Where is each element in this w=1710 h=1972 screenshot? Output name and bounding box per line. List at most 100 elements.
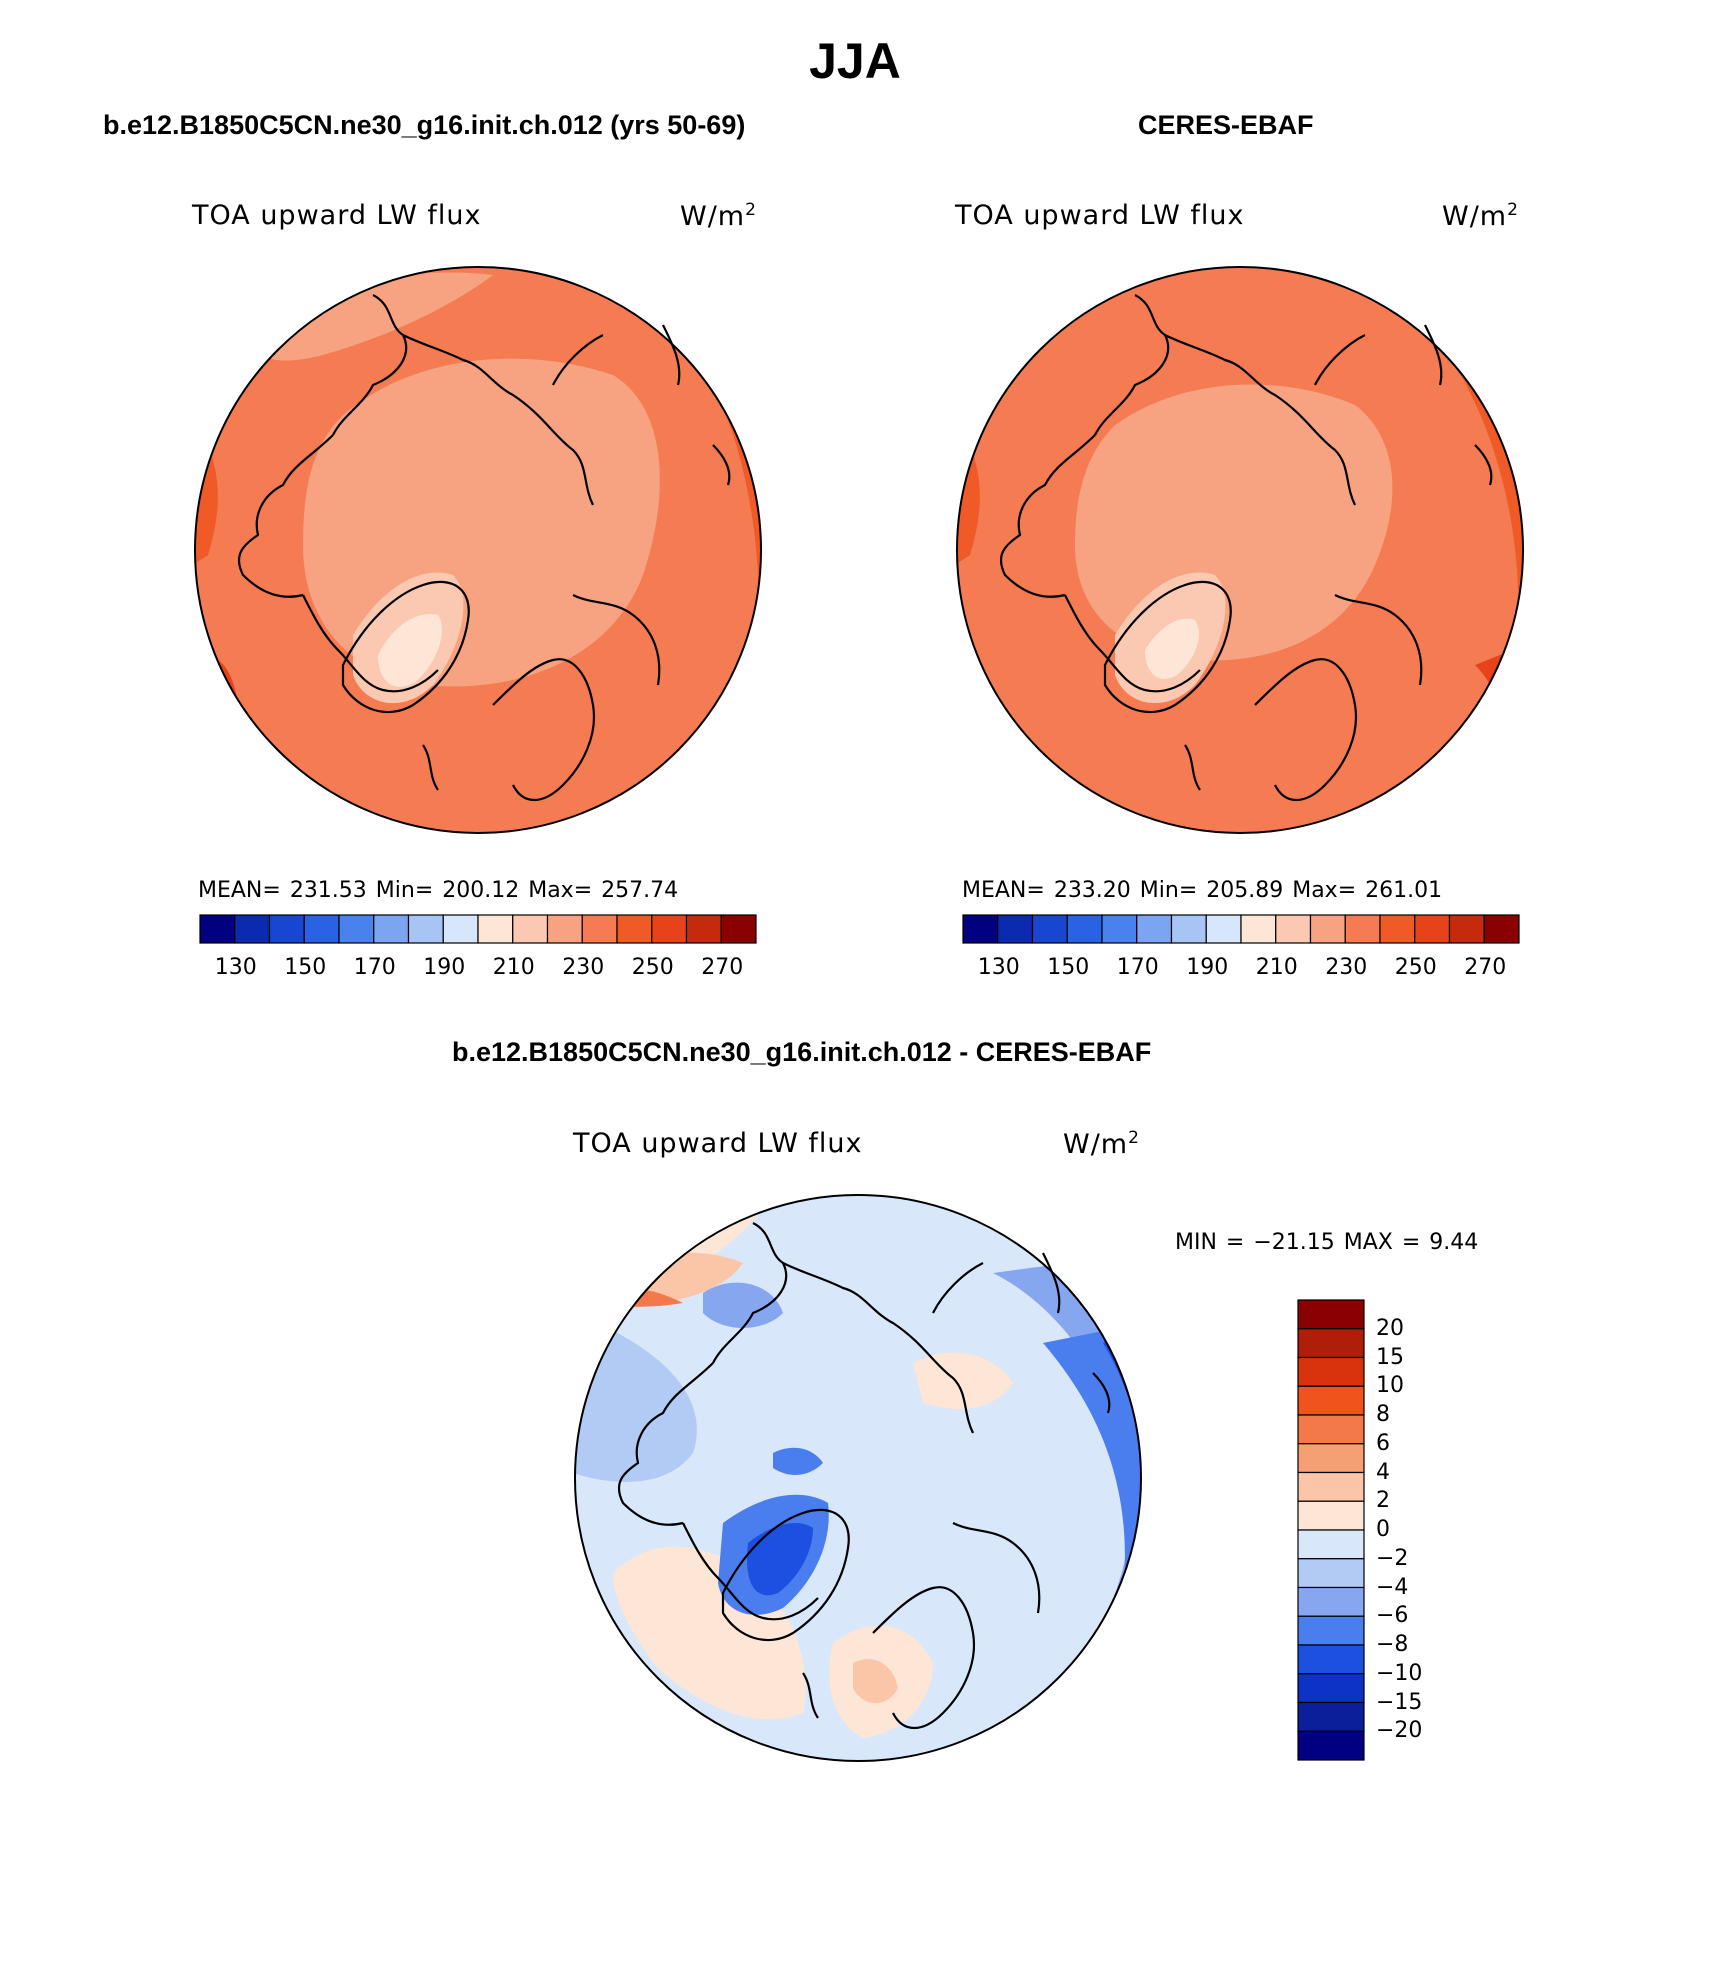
colorbar-swatch [546, 914, 583, 944]
colorbar-tick-label: 230 [1325, 955, 1368, 980]
colorbar-swatch [407, 914, 444, 944]
map-field-darker [1475, 645, 1523, 785]
colorbar-swatch [1379, 914, 1416, 944]
colorbar-swatch [268, 914, 305, 944]
colorbar-tick-label: 130 [977, 955, 1020, 980]
colorbar-swatch [651, 914, 688, 944]
obs-variable-label: TOA upward LW flux [955, 200, 1245, 231]
colorbar-tick-label: 170 [353, 955, 396, 980]
colorbar-swatch [512, 914, 549, 944]
colorbar-swatch [338, 914, 375, 944]
colorbar-tick-label: −8 [1376, 1632, 1409, 1657]
colorbar-swatch [1297, 1500, 1365, 1531]
colorbar-tick-label: −15 [1376, 1689, 1423, 1715]
map-boundary [194, 266, 762, 834]
colorbar-swatch [1297, 1299, 1365, 1330]
colorbar-swatch [1297, 1471, 1365, 1502]
diff-polar-map [574, 1194, 1142, 1762]
map-field-neg4 [747, 1523, 813, 1596]
colorbar-swatch [1483, 914, 1520, 944]
map-field-neg2 [703, 1282, 783, 1328]
colorbar-swatch [1297, 1328, 1365, 1359]
coastline-outline [617, 1222, 1111, 1729]
colorbar-tick-label: 15 [1376, 1344, 1404, 1370]
colorbar-swatch [1297, 1385, 1365, 1416]
colorbar-swatch [1297, 1644, 1365, 1675]
colorbar-tick-label: 130 [214, 955, 257, 980]
colorbar-swatch [962, 914, 999, 944]
colorbar-tick-label: 270 [1464, 955, 1507, 980]
colorbar-swatch [1297, 1414, 1365, 1445]
colorbar-swatch [199, 914, 236, 944]
diff-panel-title: b.e12.B1850C5CN.ne30_g16.init.ch.012 - C… [452, 1037, 1152, 1067]
colorbar-tick-label: 250 [631, 955, 674, 980]
map-field-pos1 [913, 1352, 1013, 1409]
colorbar-swatch [997, 914, 1034, 944]
colorbar-tick-label: 20 [1376, 1315, 1404, 1341]
obs-polar-map [956, 266, 1524, 834]
diff-variable-label: TOA upward LW flux [573, 1128, 863, 1159]
colorbar-swatch [1297, 1673, 1365, 1704]
colorbar-swatch [1136, 914, 1173, 944]
map-field-neg3 [773, 1447, 823, 1475]
colorbar-swatch [234, 914, 271, 944]
colorbar-tick-label: 190 [423, 955, 466, 980]
colorbar-tick-label: 4 [1376, 1459, 1390, 1485]
figure-title: JJA [809, 33, 901, 89]
colorbar-tick-label: 170 [1116, 955, 1159, 980]
colorbar-swatch [373, 914, 410, 944]
colorbar-swatch [1344, 914, 1381, 944]
colorbar-swatch [1240, 914, 1277, 944]
colorbar-swatch [1448, 914, 1485, 944]
colorbar-swatch [1414, 914, 1451, 944]
colorbar-tick-label: −20 [1376, 1718, 1423, 1744]
colorbar-tick-label: 250 [1394, 955, 1437, 980]
map-field-lightest [378, 614, 442, 687]
colorbar-tick-label: 230 [562, 955, 605, 980]
diff-colorbar [1297, 1299, 1365, 1761]
colorbar-swatch [477, 914, 514, 944]
colorbar-swatch [720, 914, 757, 944]
coastline-outline [237, 294, 731, 801]
colorbar-swatch [1297, 1443, 1365, 1474]
colorbar-swatch [581, 914, 618, 944]
colorbar-tick-label: 150 [284, 955, 327, 980]
map-boundary [956, 266, 1524, 834]
colorbar-swatch [1031, 914, 1068, 944]
map-field-lightest [1145, 618, 1199, 679]
colorbar-swatch [1205, 914, 1242, 944]
colorbar-swatch [685, 914, 722, 944]
colorbar-swatch [1297, 1615, 1365, 1646]
colorbar-swatch [442, 914, 479, 944]
colorbar-swatch [303, 914, 340, 944]
colorbar-tick-label: 0 [1376, 1517, 1390, 1542]
obs-panel-title: CERES-EBAF [1138, 110, 1314, 140]
colorbar-swatch [1297, 1558, 1365, 1589]
model-units-label: W/m2 [680, 200, 757, 232]
colorbar-swatch [1297, 1730, 1365, 1761]
diff-units-label: W/m2 [1063, 1128, 1140, 1160]
colorbar-tick-label: −2 [1376, 1545, 1409, 1571]
colorbar-tick-label: −6 [1376, 1603, 1409, 1629]
obs-stats: MEAN= 233.20 Min= 205.89 Max= 261.01 [962, 878, 1443, 903]
colorbar-tick-label: 10 [1376, 1373, 1404, 1399]
colorbar-swatch [1297, 1529, 1365, 1560]
colorbar-tick-label: 270 [701, 955, 744, 980]
obs-units-label: W/m2 [1442, 200, 1519, 232]
colorbar-swatch [1101, 914, 1138, 944]
colorbar-tick-label: −10 [1376, 1660, 1423, 1686]
model-variable-label: TOA upward LW flux [192, 200, 482, 231]
colorbar-swatch [1297, 1356, 1365, 1387]
model-colorbar [199, 914, 757, 944]
colorbar-swatch [1297, 1701, 1365, 1732]
colorbar-tick-label: 190 [1186, 955, 1229, 980]
model-panel-title: b.e12.B1850C5CN.ne30_g16.init.ch.012 (yr… [103, 110, 746, 140]
colorbar-tick-label: 8 [1376, 1402, 1390, 1427]
colorbar-swatch [1309, 914, 1346, 944]
colorbar-swatch [1275, 914, 1312, 944]
map-boundary [574, 1194, 1142, 1762]
colorbar-swatch [1297, 1586, 1365, 1617]
colorbar-tick-label: −4 [1376, 1574, 1409, 1600]
colorbar-tick-label: 2 [1376, 1488, 1390, 1514]
colorbar-swatch [616, 914, 653, 944]
